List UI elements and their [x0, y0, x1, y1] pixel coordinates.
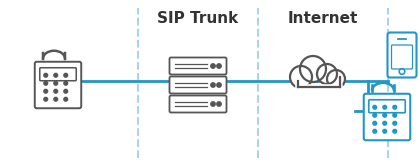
Circle shape — [211, 64, 215, 68]
FancyBboxPatch shape — [170, 96, 226, 112]
FancyBboxPatch shape — [35, 62, 81, 108]
Circle shape — [383, 113, 387, 117]
Text: Internet: Internet — [288, 11, 358, 26]
Circle shape — [64, 89, 68, 93]
Circle shape — [393, 113, 396, 117]
Circle shape — [373, 113, 377, 117]
Circle shape — [64, 73, 68, 77]
Circle shape — [217, 102, 221, 106]
Circle shape — [300, 56, 326, 82]
Text: SIP Trunk: SIP Trunk — [158, 11, 239, 26]
Circle shape — [44, 73, 47, 77]
Circle shape — [44, 97, 47, 101]
Circle shape — [54, 89, 58, 93]
FancyBboxPatch shape — [388, 32, 417, 77]
Circle shape — [44, 81, 47, 85]
Circle shape — [217, 64, 221, 68]
Circle shape — [373, 129, 377, 133]
Circle shape — [64, 81, 68, 85]
Circle shape — [211, 102, 215, 106]
Circle shape — [211, 83, 215, 87]
Circle shape — [290, 66, 312, 88]
Circle shape — [383, 105, 387, 109]
Circle shape — [383, 121, 387, 125]
Circle shape — [54, 73, 58, 77]
Circle shape — [317, 64, 337, 84]
Circle shape — [373, 105, 377, 109]
Circle shape — [393, 121, 396, 125]
Circle shape — [54, 81, 58, 85]
FancyBboxPatch shape — [364, 94, 410, 140]
Circle shape — [393, 129, 396, 133]
Circle shape — [44, 89, 47, 93]
Circle shape — [64, 97, 68, 101]
FancyBboxPatch shape — [170, 76, 226, 94]
Circle shape — [383, 129, 387, 133]
Circle shape — [327, 70, 345, 88]
Circle shape — [217, 83, 221, 87]
Circle shape — [54, 97, 58, 101]
FancyBboxPatch shape — [170, 58, 226, 74]
Circle shape — [393, 105, 396, 109]
Circle shape — [373, 121, 377, 125]
